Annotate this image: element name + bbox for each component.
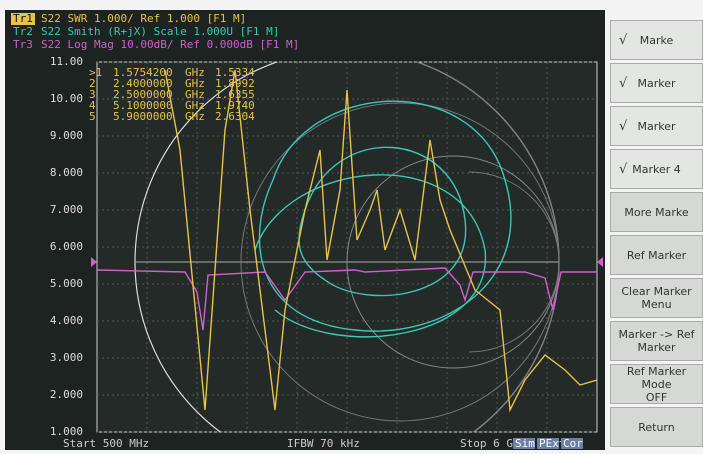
marker-readout: GHz bbox=[185, 88, 205, 101]
trace-id: Tr2 bbox=[13, 25, 33, 38]
softkey-label: Ref Marker bbox=[626, 248, 687, 262]
trace-id: Tr1 bbox=[13, 12, 33, 25]
softkey-label: Marker 4 bbox=[632, 162, 681, 176]
stop-freq: Stop 6 GHz bbox=[460, 437, 526, 450]
softkey-label: Marker bbox=[637, 119, 676, 133]
softkey[interactable]: Ref Marker Mode OFF bbox=[610, 364, 703, 404]
softkey-label: Marke bbox=[639, 33, 674, 47]
status-flag-box bbox=[513, 438, 535, 449]
marker-readout: GHz bbox=[185, 110, 205, 123]
softkey[interactable]: Marker -> Ref Marker bbox=[610, 321, 703, 361]
y-tick-label: 1.000 bbox=[50, 425, 83, 438]
status-flag-box bbox=[537, 438, 559, 449]
softkey-check: √ bbox=[619, 162, 628, 177]
y-tick-label: 8.000 bbox=[50, 166, 83, 179]
marker-readout: GHz bbox=[185, 66, 205, 79]
trace-settings: S22 SWR 1.000/ Ref 1.000 [F1 M] bbox=[41, 12, 246, 25]
swr-trace bbox=[164, 69, 597, 413]
status-flag: Sim bbox=[515, 437, 535, 450]
active-trace-box bbox=[11, 13, 35, 25]
status-flag-box bbox=[561, 438, 583, 449]
marker-readout: 4 bbox=[89, 99, 96, 112]
ref-marker bbox=[91, 257, 97, 267]
smith-trace bbox=[254, 100, 512, 338]
ref-marker bbox=[597, 257, 603, 267]
softkey-label: Marker -> Ref Marker bbox=[618, 328, 695, 354]
smith-x-arcs bbox=[415, 62, 560, 432]
softkey[interactable]: √ Marke bbox=[610, 20, 703, 60]
display: Tr1 S22 SWR 1.000/ Ref 1.000 [F1 M] Tr2 S22… bbox=[11, 12, 603, 450]
softkey[interactable]: √ Marker 4 bbox=[610, 149, 703, 189]
marker-readout: GHz bbox=[185, 77, 205, 90]
marker-readout: 2 bbox=[89, 77, 96, 90]
y-tick-label: 11.00 bbox=[50, 55, 83, 68]
softkey[interactable]: Ref Marker bbox=[610, 235, 703, 275]
start-freq: Start 500 MHz bbox=[63, 437, 149, 450]
marker-readout: 1.5334 bbox=[215, 66, 255, 79]
ifbw: IFBW 70 kHz bbox=[287, 437, 360, 450]
softkey[interactable]: More Marke bbox=[610, 192, 703, 232]
softkey-label: Clear Marker Menu bbox=[621, 285, 692, 311]
softkey[interactable]: Clear Marker Menu bbox=[610, 278, 703, 318]
marker-readout: 5.1000000 bbox=[113, 99, 173, 112]
softkey-check: √ bbox=[619, 76, 628, 91]
softkey-label: More Marke bbox=[624, 205, 689, 219]
softkey[interactable]: √ Marker bbox=[610, 63, 703, 103]
softkey-check: √ bbox=[619, 33, 628, 48]
y-tick-label: 9.000 bbox=[50, 129, 83, 142]
marker-readout: 3 bbox=[89, 88, 96, 101]
marker-readout: 1.6355 bbox=[215, 88, 255, 101]
logmag-trace bbox=[97, 267, 597, 331]
status-flag: PExt bbox=[539, 437, 566, 450]
softkey-check: √ bbox=[619, 119, 628, 134]
softkey-label: Return bbox=[638, 420, 675, 434]
status-flag: Cor bbox=[563, 437, 583, 450]
trace-settings: S22 Log Mag 10.00dB/ Ref 0.000dB [F1 M] bbox=[41, 38, 299, 51]
trace-id: Tr3 bbox=[13, 38, 33, 51]
marker-readout: 1.8992 bbox=[215, 77, 255, 90]
trace-settings: S22 Smith (R+jX) Scale 1.000U [F1 M] bbox=[41, 25, 279, 38]
y-tick-label: 2.000 bbox=[50, 388, 83, 401]
softkey[interactable]: √ Marker bbox=[610, 106, 703, 146]
y-tick-label: 3.000 bbox=[50, 351, 83, 364]
softkey[interactable]: Return bbox=[610, 407, 703, 447]
y-tick-label: 10.00 bbox=[50, 92, 83, 105]
y-tick-label: 6.000 bbox=[50, 240, 83, 253]
marker-readout: 2.5000000 bbox=[113, 88, 173, 101]
y-tick-label: 5.000 bbox=[50, 277, 83, 290]
marker-readout: 5 bbox=[89, 110, 96, 123]
marker-readout: >1 bbox=[89, 66, 102, 79]
marker-readout: 2.4000000 bbox=[113, 77, 173, 90]
y-tick-label: 7.000 bbox=[50, 203, 83, 216]
marker-readout: 2.6304 bbox=[215, 110, 255, 123]
marker-readout: 5.9000000 bbox=[113, 110, 173, 123]
marker-readout: GHz bbox=[185, 99, 205, 112]
marker-readout: 1.5754200 bbox=[113, 66, 173, 79]
marker-readout: 1.9740 bbox=[215, 99, 255, 112]
softkey-value: OFF bbox=[645, 390, 668, 404]
softkey-label: Marker bbox=[637, 76, 676, 90]
instrument-screen: Tr1 S22 SWR 1.000/ Ref 1.000 [F1 M] Tr2 S22… bbox=[5, 10, 605, 450]
y-tick-label: 4.000 bbox=[50, 314, 83, 327]
softkey-label: Ref Marker Mode bbox=[626, 364, 687, 391]
